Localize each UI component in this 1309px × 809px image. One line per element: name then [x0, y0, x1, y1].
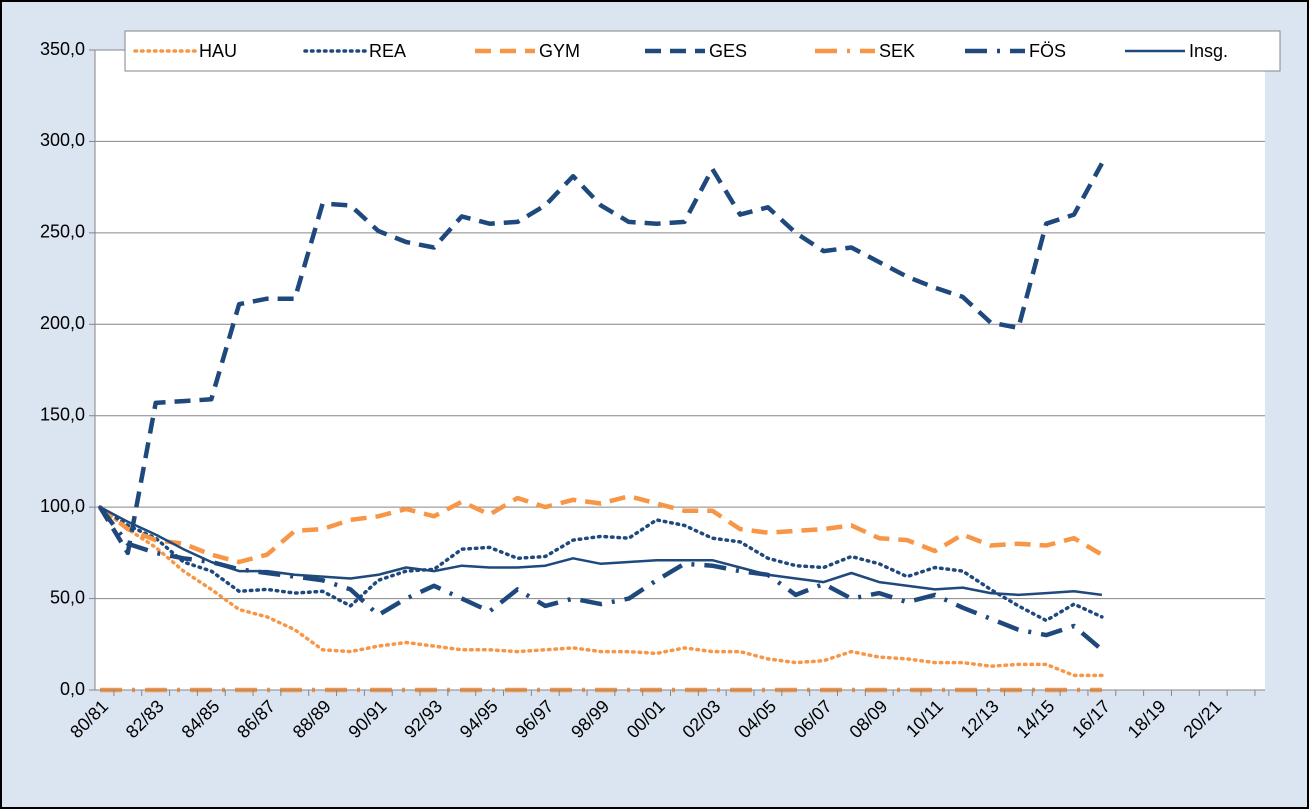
legend: HAU REA GYM GES SEK FÖS Insg. [124, 30, 1281, 72]
series-line [98, 505, 1104, 678]
y-tick-label: 250,0 [40, 222, 85, 242]
series-line [99, 505, 1103, 597]
legend-label: FÖS [1029, 41, 1066, 61]
series-line [98, 162, 1104, 556]
series-line [98, 493, 1104, 565]
y-tick-label: 200,0 [40, 313, 85, 333]
y-tick-label: 150,0 [40, 404, 85, 424]
y-tick-label: 0,0 [60, 679, 85, 699]
series-line [98, 505, 1104, 652]
legend-label: REA [369, 41, 406, 61]
y-tick-label: 350,0 [40, 39, 85, 59]
legend-label: HAU [199, 41, 237, 61]
legend-label: Insg. [1189, 41, 1228, 61]
plot-area [95, 50, 1265, 690]
grid [95, 49, 1265, 691]
y-tick-label: 50,0 [50, 587, 85, 607]
series-line [98, 505, 1104, 623]
y-tick-label: 300,0 [40, 130, 85, 150]
y-tick-label: 100,0 [40, 496, 85, 516]
legend-label: GES [709, 41, 747, 61]
legend-label: SEK [879, 41, 915, 61]
legend-label: GYM [539, 41, 580, 61]
